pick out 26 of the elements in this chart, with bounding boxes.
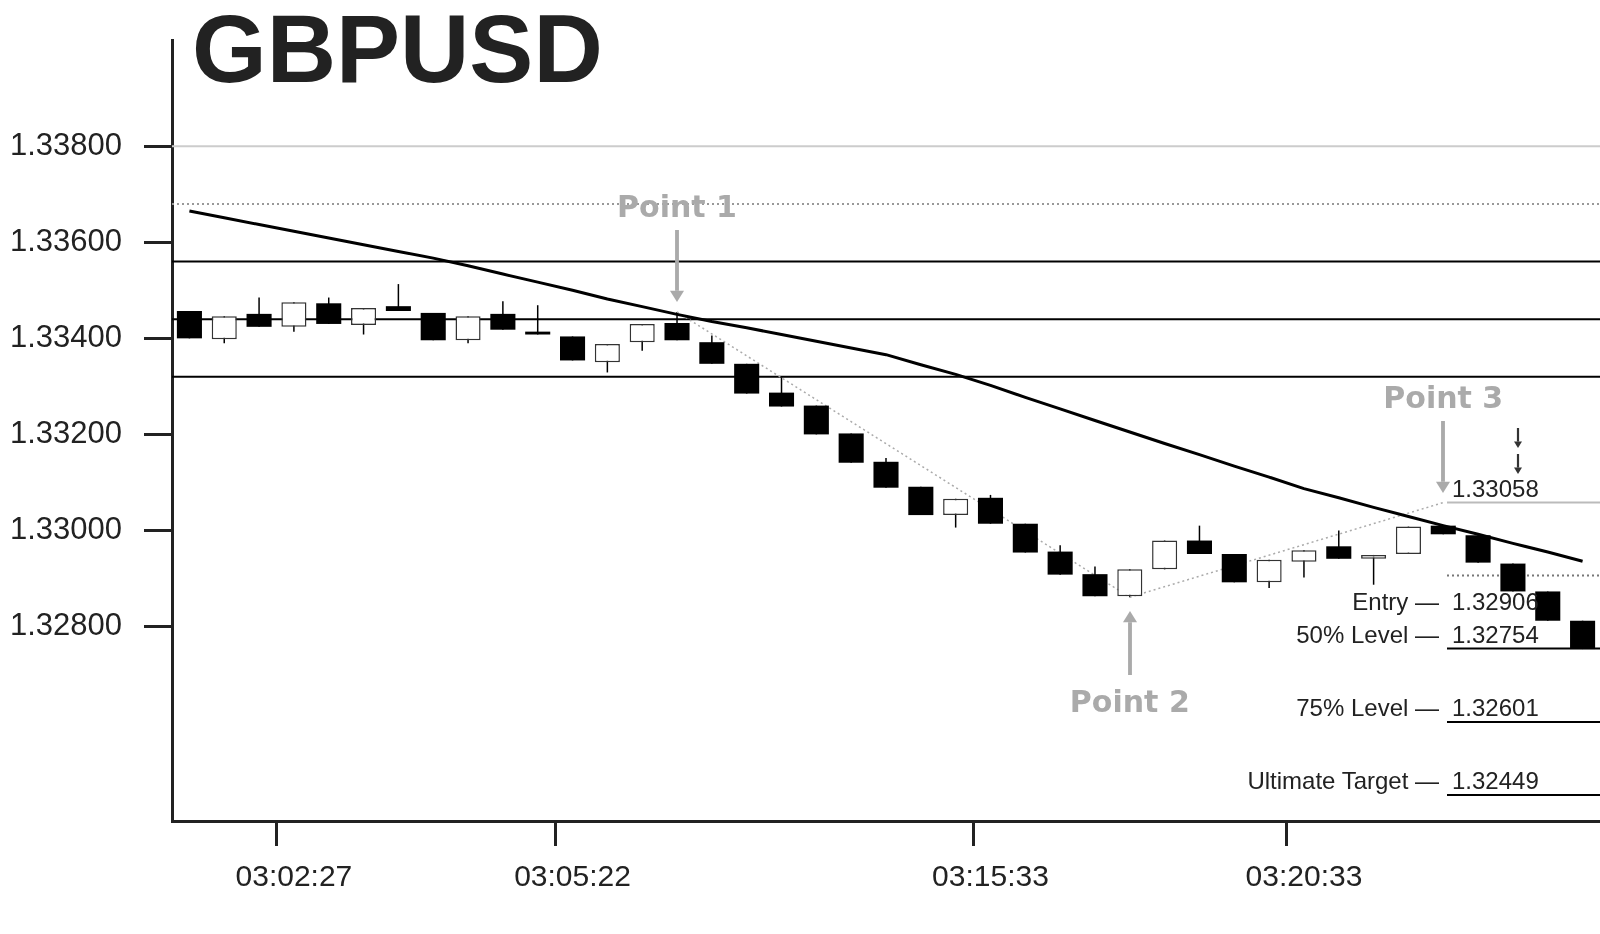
x-tick-label: 03:15:33: [932, 859, 1049, 893]
ref-line-label: Ultimate Target — 1.32449: [1247, 767, 1539, 795]
candlestick: [594, 343, 620, 374]
candlestick: [1291, 549, 1317, 579]
annotation: Point 3: [1383, 379, 1504, 415]
y-tick-label: 1.33400: [9, 318, 122, 354]
ref-line-label: 50% Level — 1.32754: [1296, 620, 1539, 648]
ref-line-label: 75% Level — 1.32601: [1296, 694, 1539, 722]
candlestick: [1117, 568, 1143, 598]
x-tick-label: 03:20:33: [1245, 859, 1363, 893]
y-tick-label: 1.32800: [9, 607, 122, 643]
ref-line-label: 1.33058: [1452, 474, 1539, 502]
y-tick-label: 1.33200: [9, 414, 122, 450]
x-tick-label: 03:02:27: [235, 859, 353, 893]
annotation: Point 2: [1069, 684, 1190, 720]
candlestick: [629, 323, 655, 352]
candlestick: [943, 498, 969, 529]
candlestick: [1361, 554, 1387, 586]
y-tick-label: 1.33000: [9, 511, 122, 546]
annotation: Point 1: [617, 188, 737, 224]
candlestick: [385, 283, 411, 312]
chart-title: GBPUSD: [192, 0, 603, 102]
x-tick-label: 03:05:22: [514, 859, 631, 893]
candlestick: [1256, 559, 1282, 589]
y-tick-label: 1.33600: [9, 222, 122, 258]
y-tick-label: 1.33800: [9, 126, 122, 162]
